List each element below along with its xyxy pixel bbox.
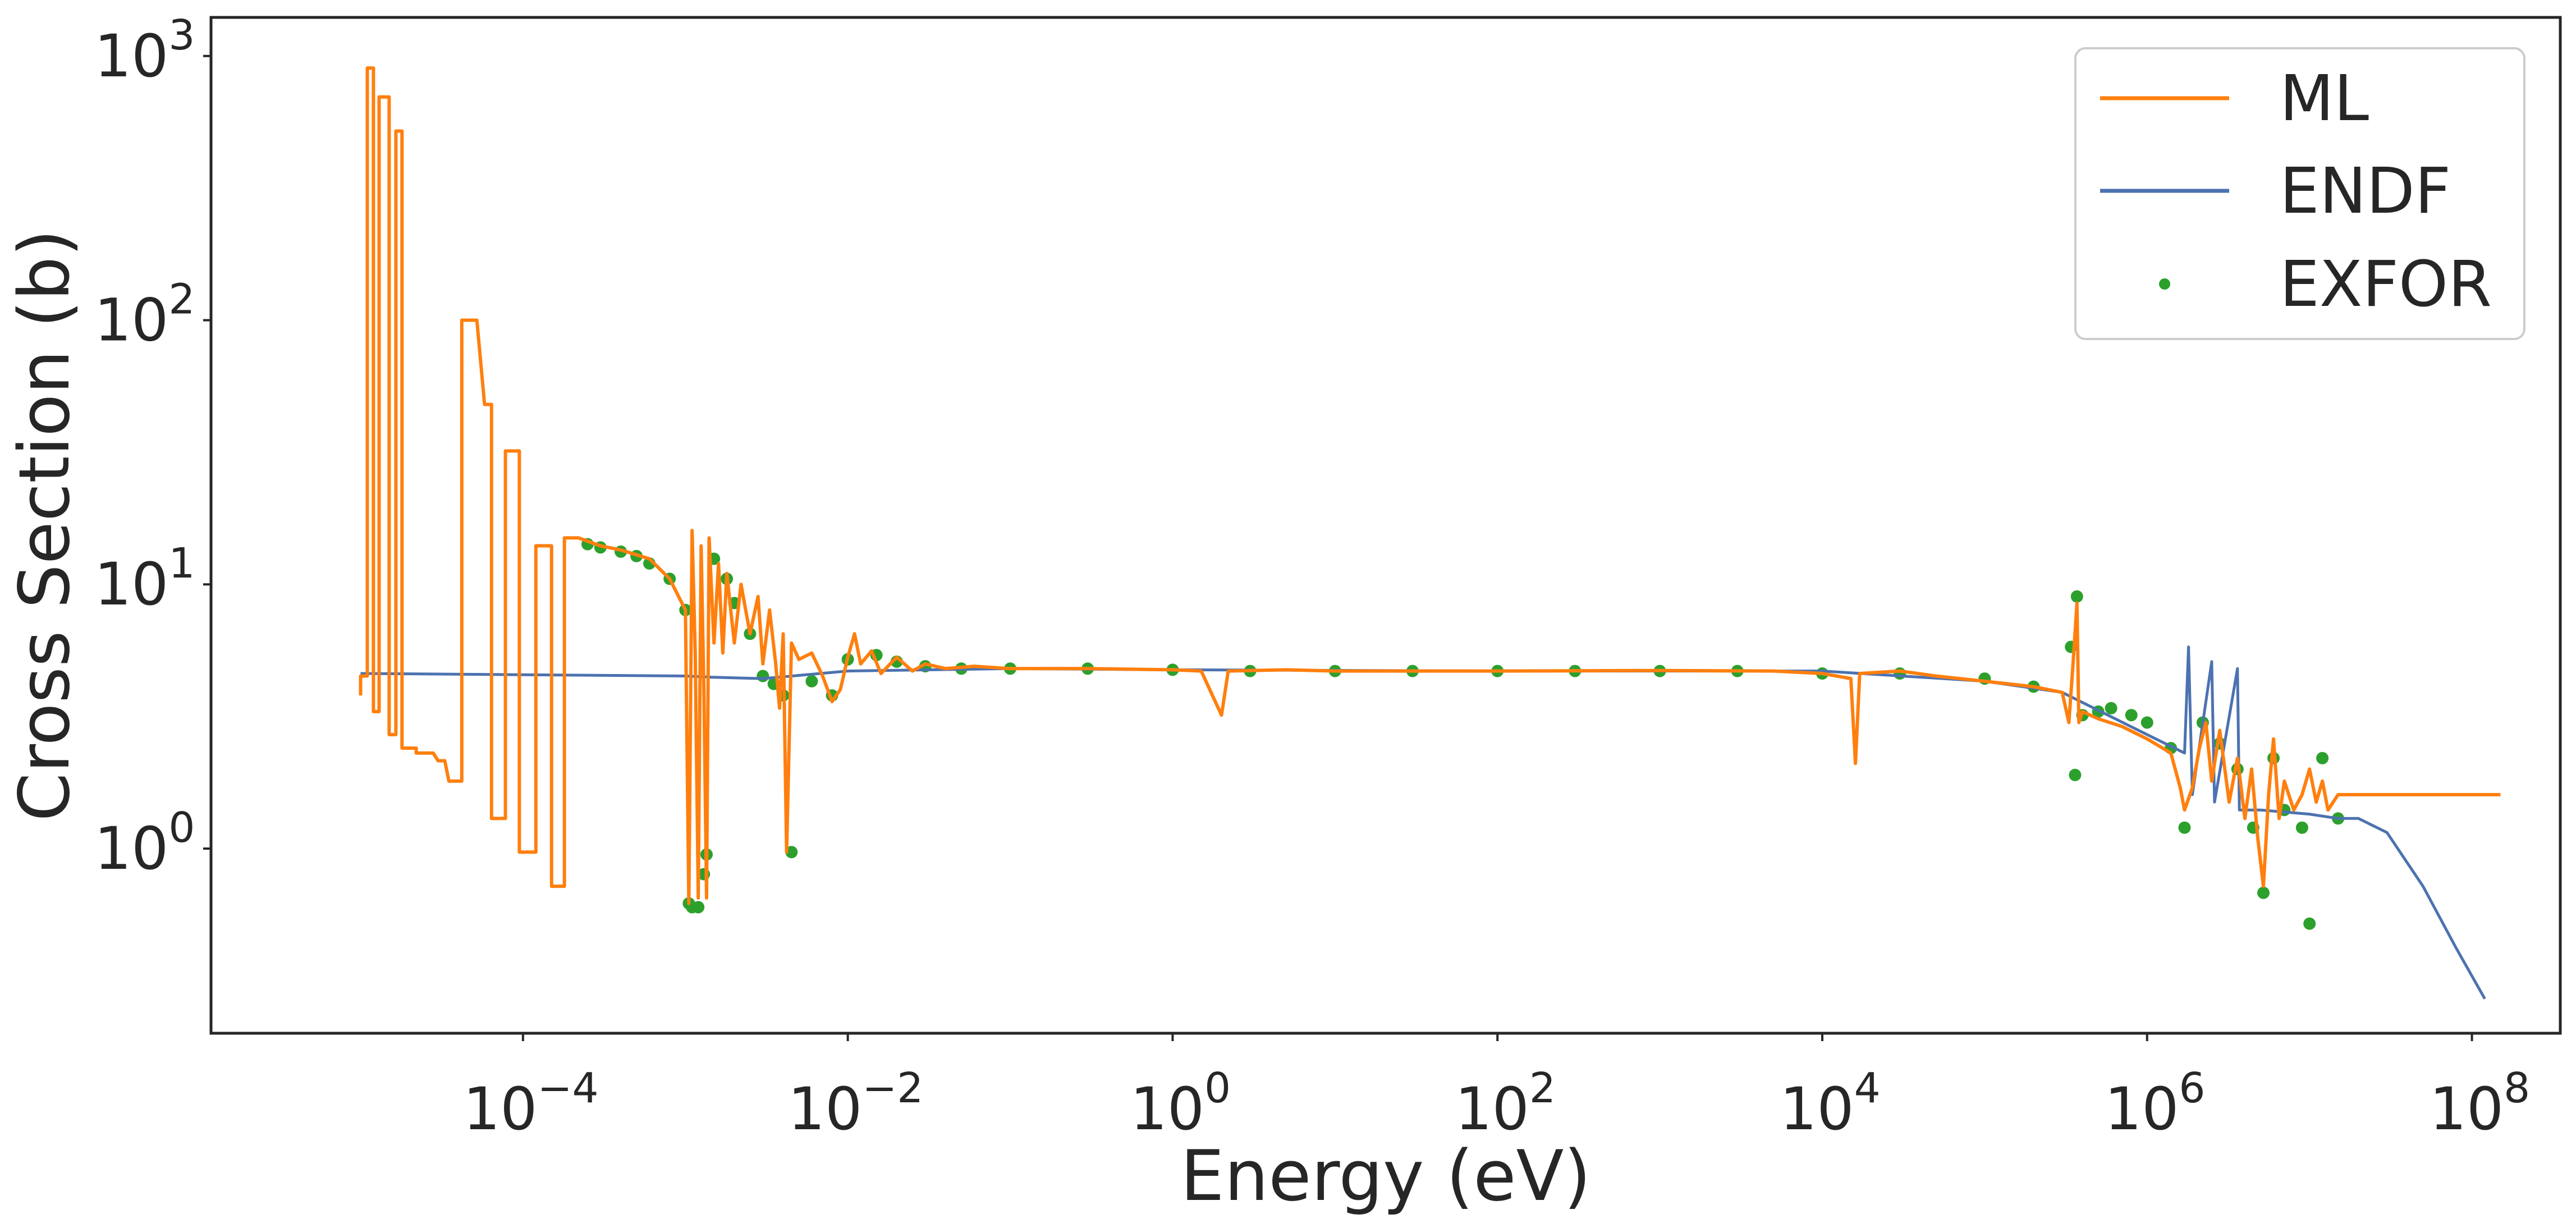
x-tick-label: 10−4 [463, 1064, 598, 1143]
x-tick-label: 10−2 [788, 1064, 923, 1143]
series-exfor [581, 538, 2345, 930]
exfor-point [805, 675, 818, 688]
exfor-point [2125, 709, 2138, 722]
exfor-point [785, 846, 798, 859]
exfor-point [2178, 821, 2191, 834]
exfor-point [2069, 768, 2082, 781]
exfor-point [2140, 716, 2153, 729]
x-tick-label: 104 [1780, 1064, 1880, 1143]
exfor-point [2316, 752, 2329, 764]
exfor-point [2105, 702, 2117, 714]
exfor-point [2295, 821, 2308, 834]
exfor-point [757, 670, 769, 682]
series-line-ml [359, 66, 2501, 905]
exfor-point [2070, 590, 2083, 603]
legend-endf-label: ENDF [2280, 155, 2451, 228]
legend: ML ENDF EXFOR [2074, 47, 2525, 340]
legend-ml-label: ML [2280, 62, 2369, 135]
legend-exfor-swatch [2159, 278, 2170, 290]
exfor-point [2257, 886, 2270, 899]
exfor-point [2303, 917, 2316, 930]
series-line-endf [360, 645, 2486, 1000]
y-tick-label: 100 [94, 804, 195, 883]
legend-exfor-label: EXFOR [2280, 248, 2492, 321]
x-tick-label: 100 [1130, 1064, 1231, 1143]
y-tick-label: 101 [94, 539, 195, 618]
x-tick-label: 106 [2105, 1064, 2205, 1143]
plot-frame [209, 16, 2562, 1035]
exfor-point [1894, 667, 1906, 680]
x-tick-label: 102 [1455, 1064, 1555, 1143]
x-tick-label: 108 [2430, 1064, 2530, 1143]
y-tick-label: 103 [94, 11, 195, 90]
x-axis-label: Energy (eV) [1180, 1136, 1590, 1217]
exfor-point [692, 901, 705, 914]
y-axis-label: Cross Section (b) [4, 230, 85, 822]
y-tick-label: 102 [94, 276, 195, 355]
legend-frame [2074, 47, 2525, 340]
